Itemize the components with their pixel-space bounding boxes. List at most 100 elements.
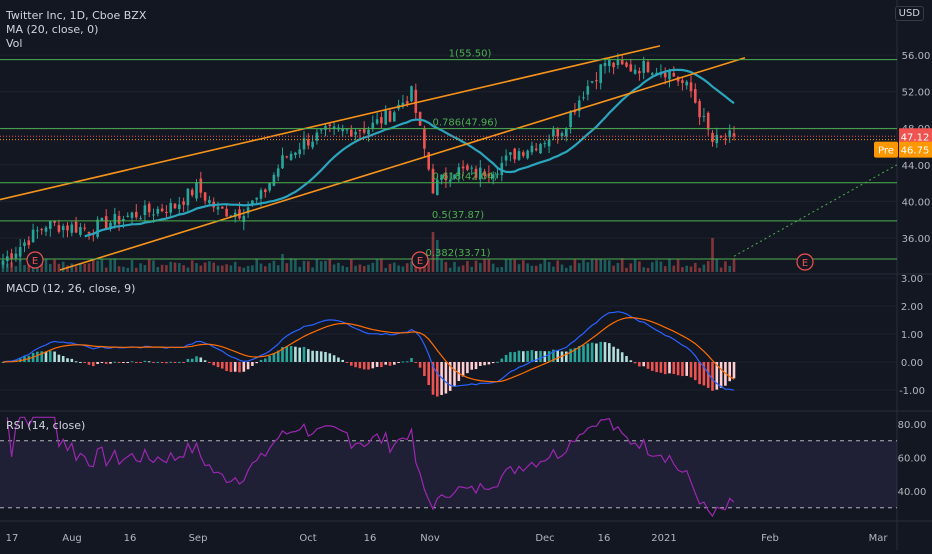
macd-histogram-bar	[448, 362, 452, 391]
macd-histogram-bar	[311, 350, 314, 362]
macd-histogram-bar	[139, 362, 142, 363]
macd-histogram-bar	[461, 362, 465, 377]
volume-bar	[582, 259, 585, 272]
macd-histogram-bar	[199, 357, 203, 362]
channel-upper-line	[0, 45, 661, 201]
candle-body	[638, 71, 641, 74]
macd-histogram-bar	[100, 362, 104, 363]
macd-histogram-bar	[599, 341, 602, 362]
candle-body	[582, 97, 585, 99]
pre-price-value: 46.75	[901, 146, 930, 157]
candles-group	[1, 53, 736, 269]
volume-bar	[208, 261, 211, 272]
macd-histogram-bar	[315, 350, 319, 362]
macd-histogram-bar	[186, 358, 190, 362]
macd-histogram-bar	[423, 362, 426, 376]
time-axis-label: Mar	[869, 533, 889, 544]
volume-bar	[23, 265, 26, 272]
volume-bar	[431, 232, 435, 272]
macd-histogram-bar	[212, 362, 215, 366]
volume-bar	[625, 267, 628, 272]
earnings-marker	[26, 251, 44, 269]
candle-body	[285, 156, 289, 158]
candle-body	[423, 128, 426, 149]
volume-bar	[83, 263, 86, 272]
macd-histogram-bar	[130, 361, 134, 363]
candle-body	[169, 202, 172, 213]
volume-bar	[74, 266, 78, 272]
volume-bar	[242, 267, 246, 272]
volume-bar	[569, 265, 572, 272]
candle-body	[448, 179, 452, 182]
time-axis-label: Aug	[62, 533, 82, 544]
candle-body	[79, 227, 82, 235]
volume-bar	[53, 259, 56, 272]
candle-body	[307, 139, 310, 146]
candle-body	[289, 153, 293, 160]
candle-body	[530, 145, 534, 153]
macd-histogram-bar	[246, 362, 250, 370]
candle-body	[388, 110, 392, 122]
candle-body	[371, 122, 375, 129]
macd-histogram-bar	[732, 362, 736, 379]
macd-histogram-bar	[526, 350, 529, 362]
macd-axis-label: 1.00	[901, 330, 923, 341]
macd-histogram-bar	[195, 356, 198, 362]
candle-body	[341, 128, 344, 132]
volume-bar	[79, 263, 82, 272]
volume-bar	[474, 260, 478, 272]
candle-body	[517, 151, 521, 160]
macd-histogram-bar	[233, 362, 237, 372]
volume-bar	[612, 265, 615, 272]
currency-button[interactable]: USD	[894, 6, 924, 21]
candle-body	[711, 132, 714, 142]
volume-bar	[190, 260, 194, 272]
volume-bar	[70, 263, 74, 272]
volume-bar	[182, 265, 185, 272]
volume-bar	[616, 262, 620, 272]
volume-bar	[689, 266, 693, 272]
last-price-value: 47.12	[901, 132, 930, 143]
candle-body	[276, 168, 280, 177]
candle-body	[302, 138, 306, 150]
macd-histogram-bar	[496, 361, 499, 363]
earnings-marker-label: E	[417, 256, 423, 267]
candle-body	[431, 168, 435, 194]
macd-histogram-bar	[281, 347, 284, 362]
volume-bar	[122, 266, 125, 272]
macd-axis-label: -1.00	[899, 386, 925, 397]
candle-body	[264, 189, 267, 193]
macd-histogram-bar	[410, 358, 413, 362]
macd-histogram-bar	[165, 362, 168, 364]
macd-histogram-bar	[504, 354, 508, 362]
volume-bar	[586, 262, 590, 272]
candle-body	[719, 136, 723, 138]
macd-histogram-bar	[681, 362, 684, 377]
volume-bar	[401, 266, 405, 272]
macd-histogram-bar	[522, 351, 525, 362]
macd-histogram-bar	[509, 352, 512, 362]
volume-bar	[595, 259, 598, 272]
macd-histogram-bar	[393, 362, 396, 365]
volume-bar	[87, 263, 91, 272]
candle-body	[457, 167, 461, 176]
volume-bar	[500, 266, 504, 272]
macd-histogram-bar	[719, 362, 723, 388]
volume-bar	[10, 262, 13, 272]
candle-body	[40, 229, 43, 231]
candle-body	[504, 155, 508, 161]
macd-histogram-bar	[152, 362, 155, 363]
candle-body	[10, 253, 13, 260]
volume-bar	[397, 265, 400, 272]
volume-bar	[160, 264, 164, 272]
candle-body	[229, 215, 233, 217]
macd-histogram-bar	[629, 360, 633, 362]
macd-histogram-bar	[436, 362, 439, 397]
time-axis-label: Dec	[535, 533, 554, 544]
volume-bar	[719, 267, 723, 272]
candle-body	[539, 144, 542, 154]
time-axis-label: Sep	[189, 533, 208, 544]
macd-histogram-bar	[345, 362, 349, 363]
